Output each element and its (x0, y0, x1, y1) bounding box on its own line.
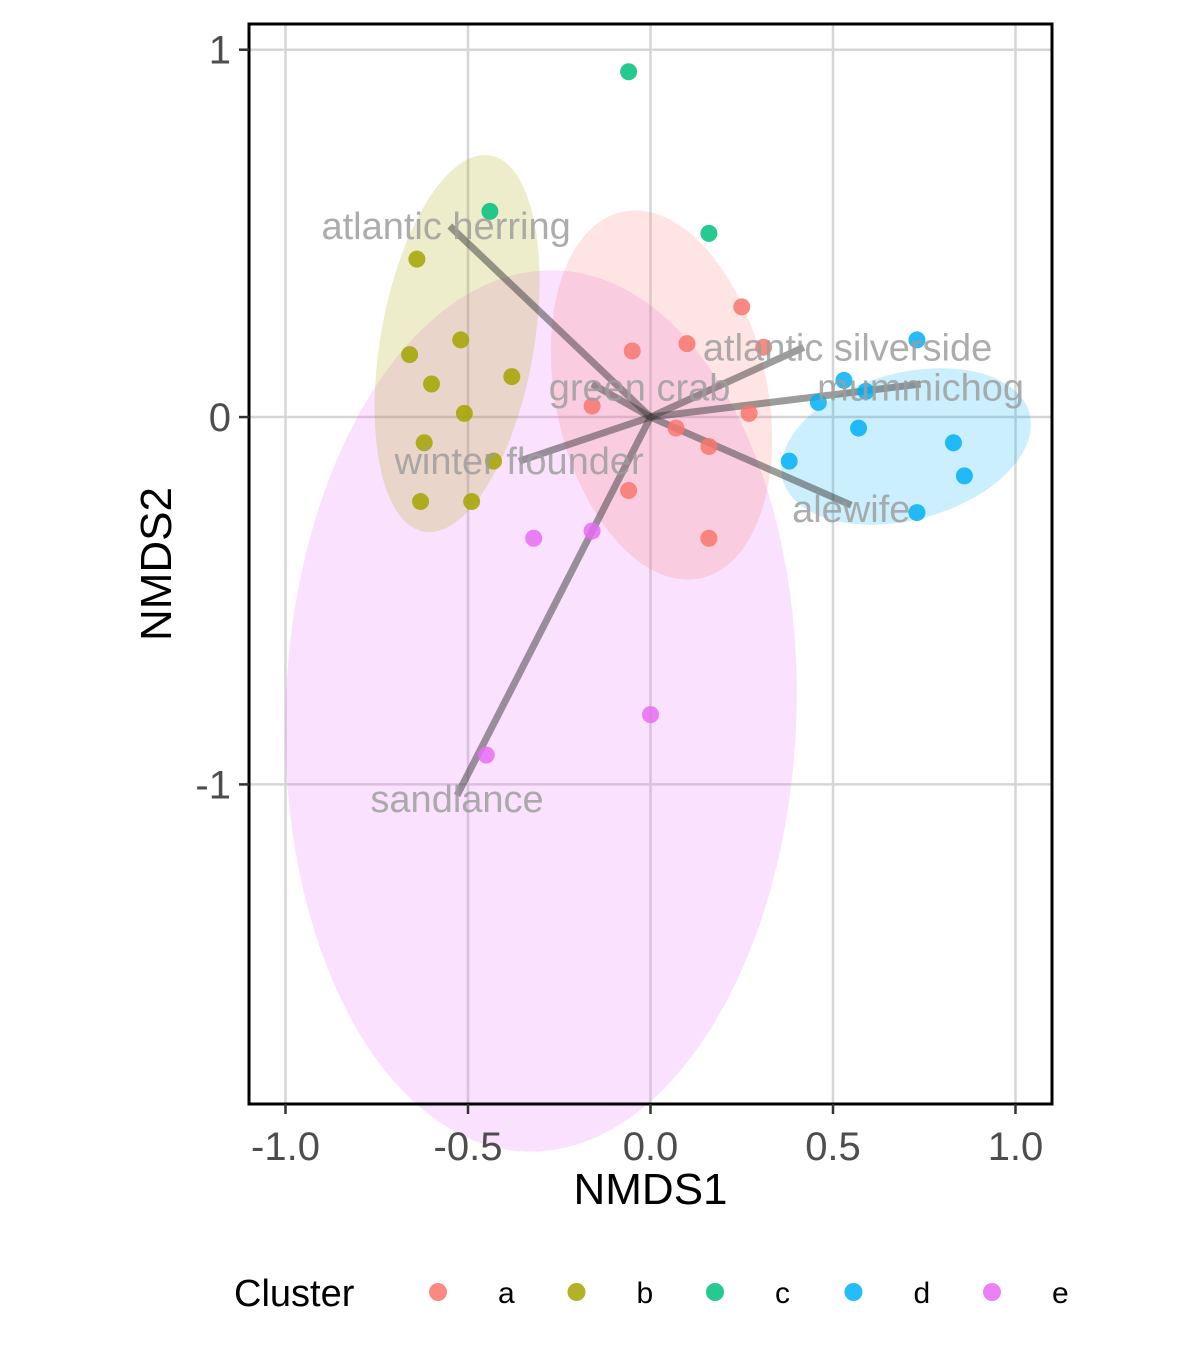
y-tick-label: 0 (209, 396, 231, 440)
point-cluster-e (642, 706, 659, 724)
vector-mummichog (650, 380, 922, 421)
vector-label-atlantic-silverside: atlantic silverside (703, 327, 992, 369)
point-cluster-d (780, 452, 798, 470)
gridlines (249, 24, 1052, 1104)
ellipse-cluster-d (781, 368, 1031, 525)
vector-atlantic-silverside (649, 344, 806, 421)
legend-label-c: c (775, 1277, 790, 1310)
point-cluster-c (481, 202, 499, 220)
species-labels: atlantic herring atlantic silversidegreen… (321, 206, 1024, 821)
vector-sandlance (453, 415, 654, 798)
legend-key-c (706, 1283, 724, 1301)
y-tick-label: 1 (209, 29, 231, 73)
point-cluster-b (485, 452, 503, 470)
x-tick-label: -1.0 (251, 1125, 320, 1169)
vector-label-mummichog: mummichog (817, 368, 1024, 410)
x-tick-label: -0.5 (434, 1125, 503, 1169)
ellipse-cluster-e (285, 270, 797, 1152)
point-cluster-a (667, 419, 685, 437)
vector-green-crab (590, 380, 653, 421)
x-tick-label: 0.0 (623, 1125, 679, 1169)
legend-label-a: a (498, 1277, 515, 1310)
legend-label-e: e (1052, 1277, 1069, 1310)
point-cluster-d (809, 393, 827, 411)
point-cluster-e (477, 746, 495, 764)
point-cluster-a (620, 482, 638, 500)
legend-key-b (567, 1283, 586, 1301)
ellipse-cluster-a (550, 210, 773, 580)
legend-label-b: b (637, 1277, 654, 1310)
legend-key-e (983, 1283, 1001, 1301)
point-cluster-e (525, 529, 543, 547)
cluster-ellipses (285, 155, 1031, 1152)
x-tick-label: 1.0 (988, 1125, 1044, 1169)
legend: Cluster a b c d e (234, 1273, 1069, 1315)
point-cluster-a (623, 342, 641, 360)
point-cluster-d (908, 504, 926, 522)
vector-winter-flounder (517, 413, 652, 465)
point-cluster-d (908, 331, 926, 349)
point-cluster-a (678, 335, 696, 353)
vector-label-sandlance: sandlance (370, 779, 543, 821)
point-cluster-b (412, 493, 430, 511)
species-vectors (447, 223, 922, 798)
legend-key-a (429, 1283, 447, 1301)
x-axis-title: NMDS1 (573, 1165, 727, 1214)
vector-label-green-crab: green crab (549, 368, 731, 410)
vector-label-alewife: alewife (792, 489, 910, 531)
vector-atlantic-herring (447, 223, 653, 420)
point-cluster-a (700, 437, 718, 455)
point-cluster-b (415, 434, 433, 452)
point-cluster-b (452, 331, 470, 349)
point-cluster-d (944, 434, 962, 452)
x-tick-label: 0.5 (805, 1125, 861, 1169)
point-cluster-c (700, 224, 718, 242)
point-cluster-a (755, 338, 773, 356)
point-cluster-b (423, 375, 440, 393)
point-cluster-a (583, 397, 601, 415)
point-cluster-b (463, 493, 481, 511)
point-cluster-e (583, 522, 601, 540)
legend-label-d: d (914, 1277, 931, 1310)
point-cluster-a (700, 529, 718, 547)
data-points (401, 63, 973, 764)
point-cluster-b (455, 404, 473, 422)
point-cluster-d (835, 371, 853, 389)
vector-label-atlantic-herring: atlantic herring (321, 206, 570, 248)
axis-ticks: -1.0 -0.5 0.0 0.5 1.0 -1 0 1 (195, 29, 1043, 1169)
point-cluster-a (740, 404, 758, 422)
vector-label-winter-flounder: winter flounder (393, 441, 644, 483)
point-cluster-d (850, 419, 868, 437)
point-cluster-d (955, 467, 973, 485)
point-cluster-b (401, 346, 419, 364)
legend-key-d (844, 1283, 863, 1301)
legend-title: Cluster (234, 1273, 355, 1315)
y-tick-label: -1 (195, 763, 231, 807)
point-cluster-c (620, 63, 638, 81)
point-cluster-d (857, 382, 875, 400)
point-cluster-a (733, 298, 751, 316)
point-cluster-b (503, 368, 521, 386)
point-cluster-b (408, 250, 426, 268)
vector-alewife (649, 413, 853, 509)
y-axis-title: NMDS2 (132, 487, 181, 641)
